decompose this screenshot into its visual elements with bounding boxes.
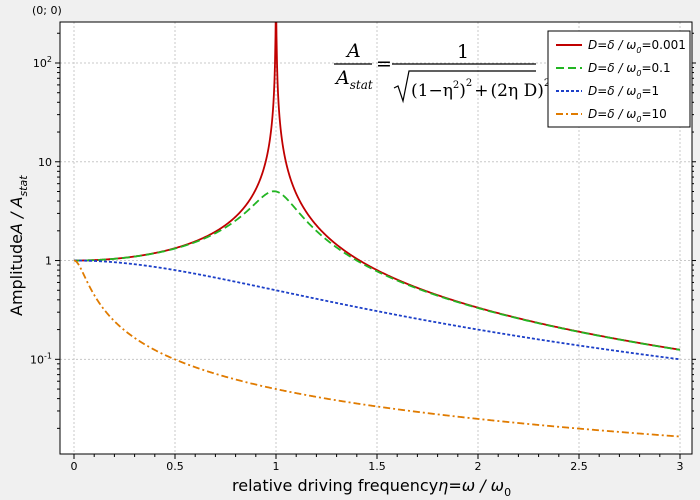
ticks: [55, 32, 696, 459]
x-tick-label: 2: [475, 460, 482, 473]
x-tick-label: 1: [273, 460, 280, 473]
series-line-2: [74, 259, 681, 361]
corner-label: (0; 0): [32, 4, 62, 17]
formula-annotation: A Astat = 1 (1−η2)2 + (2η D)2: [334, 40, 550, 104]
y-tick-label: 102: [33, 55, 52, 70]
legend-box: [547, 30, 691, 128]
formula-rhs-denominator: (1−η2)2 + (2η D)2: [411, 78, 550, 101]
formula-denominator: Astat: [334, 67, 373, 92]
y-axis-label-text: Amplitude: [7, 234, 26, 316]
plot-frame: [59, 21, 693, 455]
formula-sqrt-sign: [393, 70, 536, 104]
legend-label-1: D=δ / ω0=0.1: [588, 61, 671, 78]
x-tick-label: 3: [677, 460, 684, 473]
formula-equals: =: [376, 53, 392, 75]
legend: D=δ / ω0=0.001 D=δ / ω0=0.1 D=δ / ω0=1 D=δ …: [547, 30, 691, 128]
legend-label-0: D=δ / ω0=0.001: [588, 38, 686, 55]
x-tick-label: 1.5: [368, 460, 386, 473]
formula-rhs-numerator: 1: [457, 41, 469, 63]
formula-den-sup1: 2: [453, 80, 459, 91]
y-tick-label: 10: [38, 156, 52, 169]
formula-numerator: A: [345, 40, 361, 62]
tick-labels: 0 0.5 1 1.5 2 2.5 3 10-1 1 10 102: [30, 55, 683, 473]
series-line-3: [73, 259, 681, 438]
formula-den-plus: +: [474, 81, 488, 101]
formula-den-part2: ): [459, 81, 466, 101]
x-axis-label-text: relative driving frequency: [232, 476, 438, 495]
formula-denominator-a: A: [334, 67, 350, 89]
y-tick-label: 10-1: [30, 351, 52, 366]
y-tick-label: 1: [45, 255, 52, 268]
x-tick-label: 0.5: [166, 460, 184, 473]
x-axis-label-math: η=ω / ω: [438, 476, 504, 495]
series-layer: [73, 22, 681, 438]
series-line-1: [74, 190, 681, 351]
x-tick-label: 2.5: [570, 460, 588, 473]
formula-den-part1: (1−η: [411, 81, 453, 101]
y-axis-label-sub: stat: [17, 175, 30, 197]
x-axis-label: relative driving frequencyη=ω / ω0: [232, 476, 511, 499]
x-tick-label: 0: [71, 460, 78, 473]
y-axis-label: AmplitudeA / Astat: [7, 175, 30, 316]
x-axis-label-sub: 0: [504, 486, 511, 499]
legend-label-3: D=δ / ω0=10: [588, 107, 667, 124]
y-axis-label-math: A / A: [7, 197, 26, 235]
formula-denominator-sub: stat: [350, 78, 373, 92]
formula-den-sup3: 2: [544, 78, 550, 89]
formula-den-part3: (2η D): [491, 81, 544, 101]
legend-label-2: D=δ / ω0=1: [588, 84, 659, 101]
formula-den-sup2: 2: [466, 78, 472, 89]
